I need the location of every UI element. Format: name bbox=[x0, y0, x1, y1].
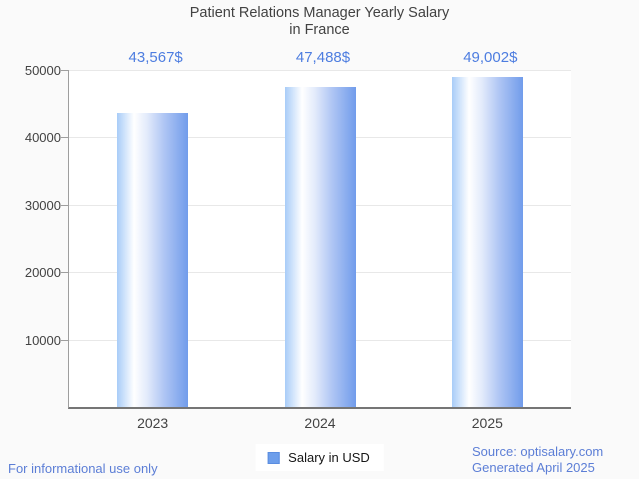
legend-label: Salary in USD bbox=[288, 450, 370, 465]
value-label-2025: 49,002$ bbox=[463, 49, 518, 66]
y-axis-label-40000: 40000 bbox=[24, 130, 61, 146]
y-tick-30000 bbox=[61, 204, 68, 206]
x-axis-label-2025: 2025 bbox=[471, 415, 503, 431]
y-axis-label-10000: 10000 bbox=[24, 332, 61, 348]
y-axis-label-20000: 20000 bbox=[24, 265, 61, 281]
bar-2024 bbox=[284, 86, 356, 407]
y-axis-label-50000: 50000 bbox=[24, 63, 61, 78]
disclaimer-text: For informational use only bbox=[8, 461, 158, 476]
legend: Salary in USD bbox=[255, 444, 384, 471]
y-tick-10000 bbox=[61, 339, 68, 341]
value-label-2024: 47,488$ bbox=[295, 49, 351, 66]
x-axis-label-2024: 2024 bbox=[304, 415, 336, 431]
bar-2025 bbox=[451, 76, 523, 407]
y-tick-50000 bbox=[61, 70, 68, 71]
generated-text: Generated April 2025 bbox=[472, 460, 595, 475]
source-text: Source: optisalary.com bbox=[472, 444, 604, 459]
value-label-2023: 43,567$ bbox=[128, 49, 183, 66]
chart-title-line1: Patient Relations Manager Yearly Salary bbox=[189, 5, 450, 21]
bar-2023 bbox=[117, 113, 189, 407]
chart-title: Patient Relations Manager Yearly Salary … bbox=[0, 5, 639, 39]
x-axis-label-2023: 2023 bbox=[137, 415, 169, 431]
y-axis-label-30000: 30000 bbox=[24, 197, 61, 213]
source-info: Source: optisalary.com Generated April 2… bbox=[472, 444, 603, 476]
y-tick-20000 bbox=[61, 272, 68, 274]
gridline-50000 bbox=[69, 70, 571, 71]
plot-area: 10000 20000 30000 40000 50000 43,567$ 2023 47,4… bbox=[25, 49, 571, 431]
chart-title-line2: in France bbox=[289, 22, 350, 38]
y-tick-40000 bbox=[61, 137, 68, 139]
legend-swatch-icon bbox=[267, 451, 280, 464]
